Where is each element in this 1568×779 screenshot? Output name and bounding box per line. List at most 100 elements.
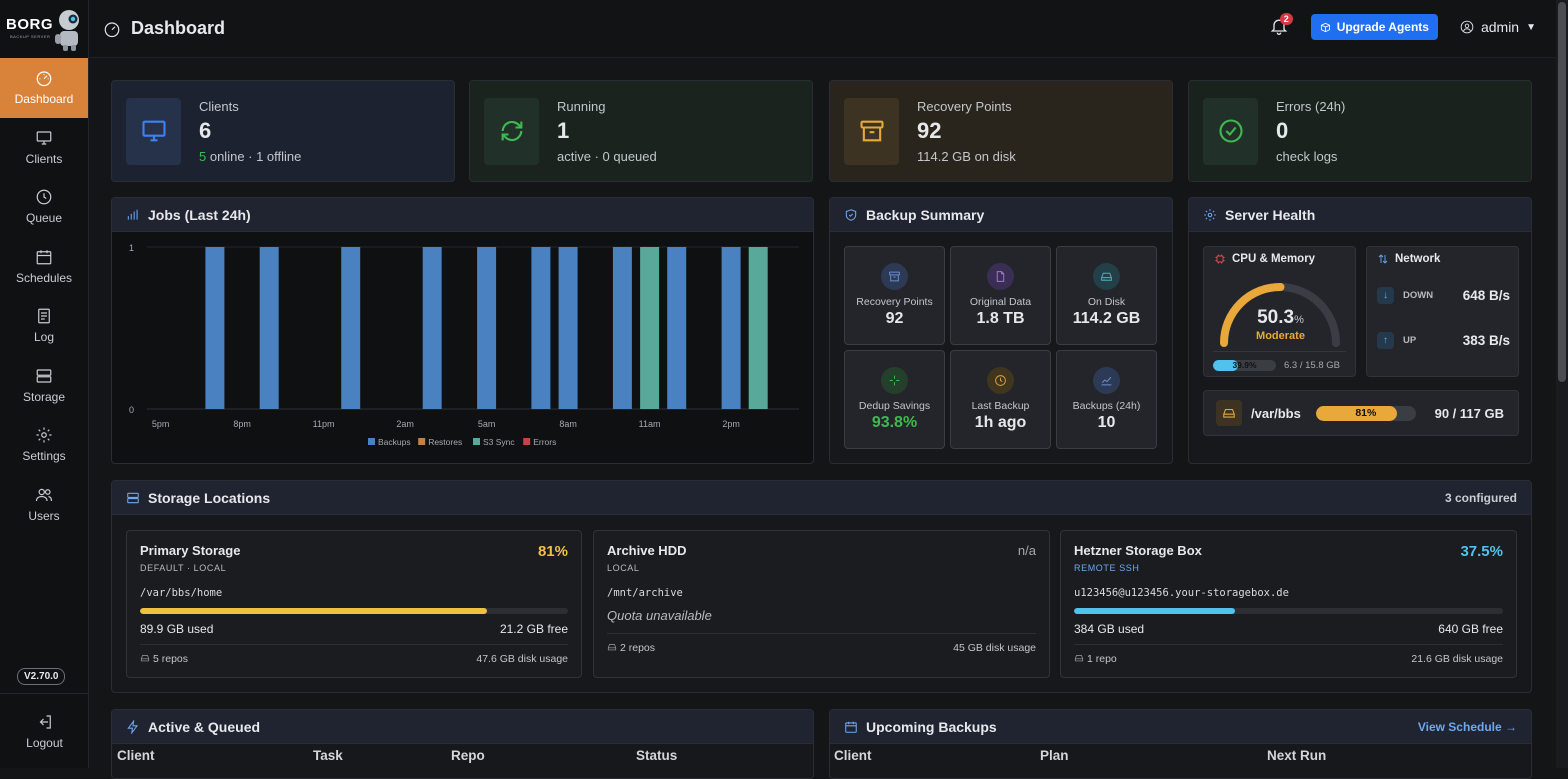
legend-label: Backups bbox=[378, 437, 411, 447]
storage-used: 384 GB used bbox=[1074, 622, 1145, 636]
stat-icon-box bbox=[484, 97, 539, 165]
network-card: Network ↓ DOWN 648 B/s ↑ UP 383 B/s bbox=[1366, 246, 1519, 377]
trend-icon bbox=[1093, 367, 1120, 394]
sidebar-item-queue[interactable]: Queue bbox=[0, 177, 88, 237]
quota-unavailable: Quota unavailable bbox=[607, 608, 712, 623]
top-bar: Dashboard 2 Upgrade Agents admin ▼ bbox=[89, 0, 1556, 58]
storage-path: /var/bbs/home bbox=[140, 587, 223, 599]
up-label: UP bbox=[1403, 335, 1417, 346]
sidebar-item-log[interactable]: Log bbox=[0, 296, 88, 356]
sidebar-item-storage[interactable]: Storage bbox=[0, 356, 88, 416]
storage-free: 21.2 GB free bbox=[499, 622, 568, 636]
backup-summary-panel: Backup Summary Recovery Points 92 Origin… bbox=[829, 197, 1173, 464]
bar-backups bbox=[341, 247, 361, 409]
logo-text: BORG bbox=[6, 16, 53, 33]
sidebar-item-clients[interactable]: Clients bbox=[0, 118, 88, 178]
bar-s3-sync bbox=[640, 247, 660, 409]
logout-icon bbox=[39, 714, 51, 729]
x-tick-label: 2am bbox=[396, 419, 414, 429]
x-tick-label: 11pm bbox=[313, 419, 335, 429]
notifications-button[interactable]: 2 bbox=[1269, 13, 1293, 38]
stat-icon-box bbox=[126, 97, 181, 165]
bar-backups bbox=[721, 247, 741, 409]
column-header-repo[interactable]: Repo bbox=[451, 748, 485, 763]
stat-icon-box bbox=[1203, 97, 1258, 165]
memory-detail: 6.3 / 15.8 GB bbox=[1284, 360, 1340, 371]
column-header-status[interactable]: Status bbox=[636, 748, 678, 763]
storage-percent: 81% bbox=[537, 543, 568, 560]
column-header-client[interactable]: Client bbox=[117, 748, 155, 763]
stat-card-errors[interactable]: Errors (24h) 0 check logs bbox=[1188, 80, 1532, 182]
sidebar-item-users[interactable]: Users bbox=[0, 475, 88, 535]
logo-subtext: BACKUP SERVER bbox=[10, 34, 51, 39]
arrows-updown-icon bbox=[1378, 254, 1388, 264]
storage-icon bbox=[127, 492, 139, 503]
down-label: DOWN bbox=[1403, 290, 1434, 301]
summary-card-recovery-points: Recovery Points 92 bbox=[844, 246, 945, 345]
sidebar-item-label: Settings bbox=[22, 449, 66, 464]
column-header-client[interactable]: Client bbox=[834, 748, 872, 763]
column-header-plan[interactable]: Plan bbox=[1040, 748, 1069, 763]
storage-card-archive[interactable]: Archive HDD n/a LOCAL /mnt/archive Quota… bbox=[593, 530, 1050, 678]
stat-subtext: 114.2 GB on disk bbox=[917, 148, 1016, 164]
stat-card-running[interactable]: Running 1 active · 0 queued bbox=[469, 80, 813, 182]
storage-bar-fill bbox=[1074, 608, 1235, 614]
summary-label: Recovery Points bbox=[856, 296, 933, 308]
column-header-task[interactable]: Task bbox=[313, 748, 343, 763]
x-tick-label: 8pm bbox=[233, 419, 251, 429]
logout-button[interactable]: Logout bbox=[0, 693, 89, 768]
active-queued-title: Active & Queued bbox=[148, 718, 261, 735]
sidebar-item-label: Users bbox=[28, 508, 60, 523]
user-menu[interactable]: admin ▼ bbox=[1460, 19, 1536, 35]
storage-meta: DEFAULT · LOCAL bbox=[140, 563, 227, 573]
hdd-icon bbox=[1074, 655, 1084, 662]
x-tick-label: 11am bbox=[639, 419, 661, 429]
legend-swatch bbox=[473, 438, 480, 445]
sidebar-item-label: Dashboard bbox=[14, 92, 74, 107]
summary-value: 92 bbox=[885, 310, 904, 327]
storage-bar-fill bbox=[140, 608, 487, 614]
bar-s3-sync bbox=[748, 247, 768, 409]
bar-backups bbox=[558, 247, 578, 409]
backup-summary-grid: Recovery Points 92 Original Data 1.8 TB … bbox=[844, 246, 1157, 449]
disk-bar: 81% bbox=[1315, 405, 1416, 421]
scrollbar-thumb[interactable] bbox=[1558, 2, 1566, 382]
cpu-status: Moderate bbox=[1256, 330, 1305, 342]
storage-card-hetzner[interactable]: Hetzner Storage Box 37.5% REMOTE SSH u12… bbox=[1060, 530, 1517, 678]
repo-count-text: 1 repo bbox=[1087, 653, 1117, 665]
disk-path: /var/bbs bbox=[1251, 405, 1301, 421]
legend-swatch bbox=[418, 438, 426, 445]
storage-header: Storage Locations 3 configured bbox=[112, 481, 1531, 515]
disk-bar-fill bbox=[1315, 405, 1397, 421]
jobs-panel-header: Jobs (Last 24h) bbox=[112, 198, 813, 232]
username: admin bbox=[1480, 19, 1520, 35]
column-header-next-run[interactable]: Next Run bbox=[1267, 748, 1327, 763]
page-scrollbar[interactable] bbox=[1556, 0, 1568, 768]
storage-card-primary[interactable]: Primary Storage 81% DEFAULT · LOCAL /var… bbox=[126, 530, 582, 678]
box-icon bbox=[1320, 22, 1330, 32]
version-badge: V2.70.0 bbox=[17, 668, 66, 685]
storage-bar bbox=[1074, 608, 1503, 614]
stat-card-clients[interactable]: Clients 6 5 online · 1 offline bbox=[111, 80, 455, 182]
upgrade-agents-button[interactable]: Upgrade Agents bbox=[1310, 14, 1438, 40]
memory-row: 39.9% 6.3 / 15.8 GB bbox=[1213, 351, 1346, 371]
up-value: 383 B/s bbox=[1462, 333, 1510, 348]
summary-card-backups-24h: Backups (24h) 10 bbox=[1056, 350, 1157, 449]
sidebar-item-label: Storage bbox=[22, 389, 66, 404]
summary-card-on-disk: On Disk 114.2 GB bbox=[1056, 246, 1157, 345]
summary-value: 10 bbox=[1097, 414, 1116, 431]
gear-icon bbox=[36, 427, 52, 443]
bolt-icon bbox=[127, 719, 139, 734]
view-schedule-link[interactable]: View Schedule → bbox=[1417, 719, 1517, 734]
stat-card-recovery-points[interactable]: Recovery Points 92 114.2 GB on disk bbox=[829, 80, 1173, 182]
x-tick-label: 2pm bbox=[722, 419, 740, 429]
sidebar-item-schedules[interactable]: Schedules bbox=[0, 237, 88, 297]
jobs-title: Jobs (Last 24h) bbox=[148, 206, 251, 223]
sidebar-item-settings[interactable]: Settings bbox=[0, 415, 88, 475]
x-tick-label: 5am bbox=[478, 419, 496, 429]
sidebar-item-dashboard[interactable]: Dashboard bbox=[0, 58, 88, 118]
network-down-row: ↓ DOWN 648 B/s bbox=[1377, 287, 1510, 304]
storage-meta: REMOTE SSH bbox=[1074, 563, 1140, 573]
backup-summary-title: Backup Summary bbox=[866, 206, 985, 223]
app-logo[interactable]: BORG BACKUP SERVER bbox=[0, 0, 88, 58]
